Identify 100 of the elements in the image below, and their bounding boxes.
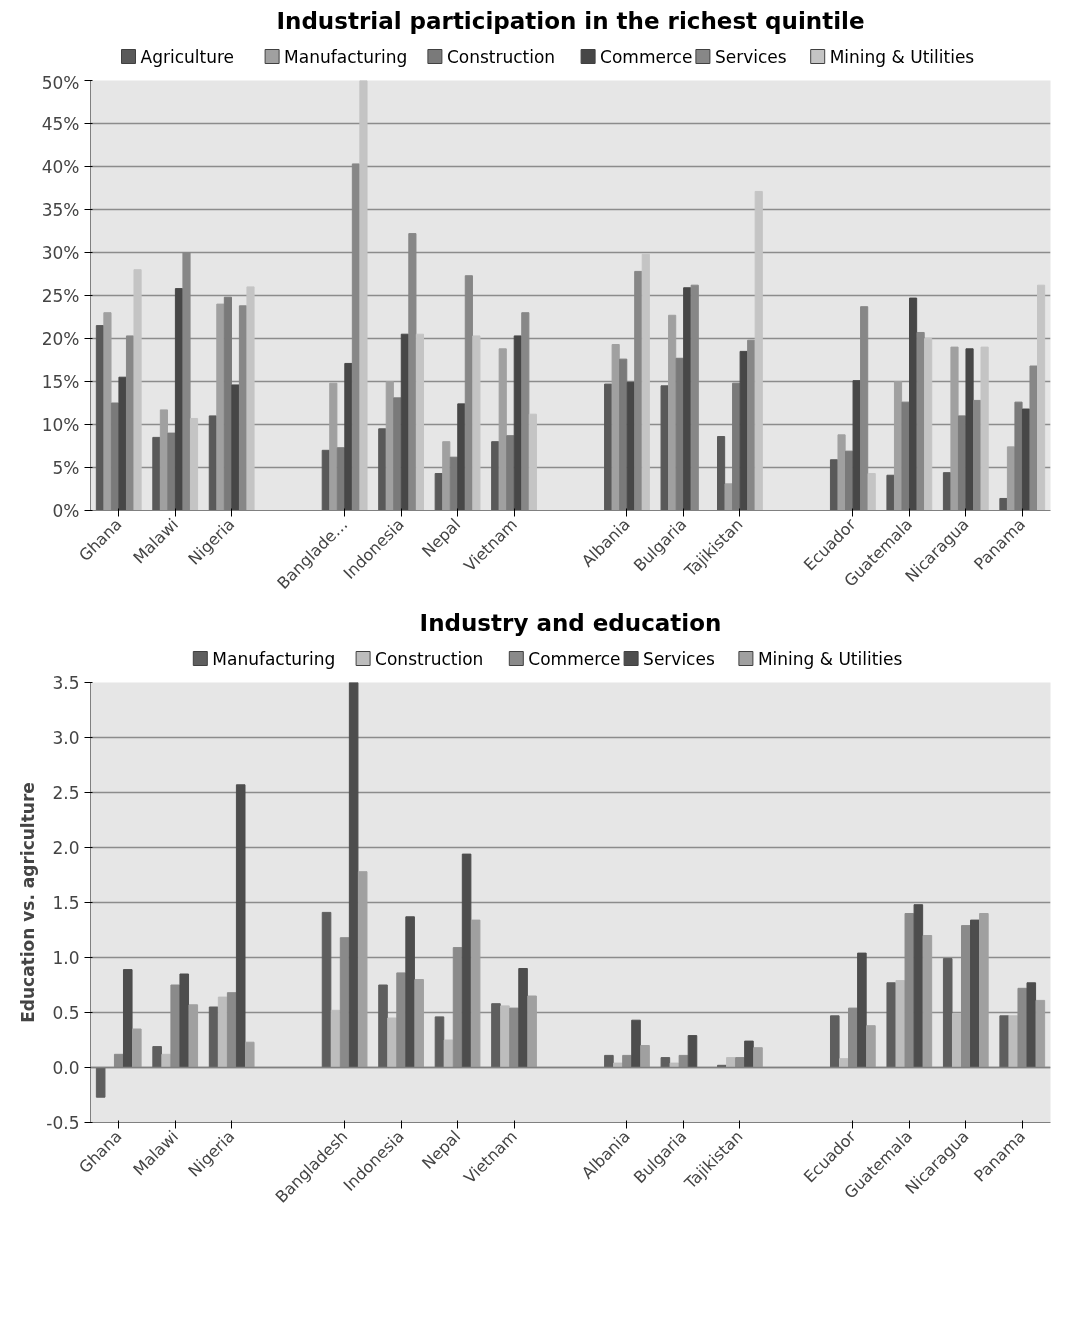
chart-title: Industry and education — [419, 609, 722, 636]
bar — [133, 269, 142, 511]
bar — [208, 1006, 219, 1068]
bar — [660, 385, 669, 511]
bar — [852, 380, 861, 511]
legend-label: Mining & Utilities — [757, 648, 903, 669]
bar — [491, 1003, 501, 1068]
bar — [942, 958, 953, 1068]
bar — [378, 428, 387, 511]
bar — [970, 919, 980, 1068]
bar — [739, 350, 748, 511]
bar — [895, 980, 906, 1068]
bar — [527, 995, 537, 1068]
y-tick-label: 1.0 — [52, 948, 80, 968]
y-tick-label: 25% — [41, 285, 80, 306]
y-tick-label: 40% — [41, 156, 80, 177]
bar — [132, 1028, 142, 1068]
bar — [387, 1017, 397, 1068]
bar — [829, 1015, 840, 1068]
y-tick-label: 30% — [41, 242, 80, 263]
bar — [359, 80, 368, 511]
bar — [443, 1039, 454, 1068]
y-axis-title: Education vs. agriculture — [18, 782, 39, 1023]
legend-label: Construction — [375, 648, 484, 669]
bar — [660, 1057, 671, 1068]
y-tick-label: 3.0 — [52, 728, 80, 748]
bar — [348, 682, 359, 1068]
bar — [1026, 982, 1037, 1068]
bar — [442, 441, 451, 511]
bar — [231, 384, 240, 511]
bar — [415, 333, 424, 511]
bar — [604, 1054, 614, 1068]
bar — [188, 1004, 199, 1068]
bar — [378, 984, 388, 1068]
chart-title: Industrial participation in the richest quintile — [276, 7, 865, 34]
bar — [152, 436, 161, 511]
bar — [640, 1045, 650, 1068]
bar — [470, 919, 481, 1068]
bar — [979, 913, 989, 1068]
bar — [95, 1067, 106, 1098]
y-tick-label: 50% — [41, 72, 80, 93]
bar — [866, 1025, 876, 1068]
legend-label: Commerce — [528, 648, 621, 669]
bar — [518, 968, 528, 1068]
bar — [744, 1040, 754, 1068]
bar — [491, 441, 500, 511]
bar — [922, 935, 933, 1068]
bar — [528, 413, 537, 511]
bar — [498, 348, 507, 511]
bar — [980, 346, 989, 511]
y-tick-label: 2.5 — [52, 783, 80, 803]
bar — [500, 1005, 510, 1068]
y-tick-label: 20% — [41, 328, 80, 349]
bar — [357, 871, 368, 1068]
bar — [434, 1016, 445, 1068]
bar — [950, 346, 959, 511]
bar — [216, 303, 225, 511]
bar — [999, 1015, 1009, 1068]
bar — [631, 1019, 641, 1068]
bar — [235, 784, 246, 1068]
bar — [754, 190, 763, 511]
legend-label: Manufacturing — [284, 46, 408, 67]
bar — [965, 348, 974, 511]
bar — [344, 362, 353, 511]
legend-label: Services — [714, 46, 787, 67]
bar — [1035, 999, 1046, 1068]
bar — [641, 253, 650, 511]
bar — [405, 916, 415, 1068]
y-tick-label: 0.0 — [52, 1058, 80, 1078]
y-tick-label: 0.5 — [52, 1003, 80, 1023]
legend-label: Manufacturing — [212, 648, 336, 669]
bar — [118, 376, 127, 511]
bar — [1008, 1015, 1019, 1068]
bar — [457, 403, 466, 511]
bar — [724, 483, 733, 511]
bar — [189, 417, 199, 511]
y-tick-label: 1.5 — [52, 893, 80, 913]
y-tick-label: 35% — [41, 199, 80, 220]
bar — [687, 1035, 698, 1068]
bar — [886, 474, 895, 511]
bar — [330, 1009, 341, 1068]
legend-label: Mining & Utilities — [829, 46, 975, 67]
bar — [611, 344, 620, 511]
bar — [217, 996, 228, 1068]
bar — [717, 436, 726, 511]
bar — [414, 979, 424, 1068]
bar — [924, 338, 933, 511]
y-tick-label: -0.5 — [46, 1113, 80, 1133]
y-tick-label: 10% — [41, 414, 80, 435]
bar — [122, 969, 133, 1068]
bar — [179, 973, 190, 1068]
y-tick-label: 5% — [52, 457, 80, 478]
bar — [461, 853, 472, 1068]
bar — [683, 287, 692, 511]
bar — [886, 982, 897, 1068]
y-tick-label: 0% — [52, 500, 80, 521]
bar — [321, 911, 332, 1068]
y-tick-label: 15% — [41, 371, 80, 392]
bar — [753, 1047, 763, 1068]
bar — [951, 1013, 962, 1068]
